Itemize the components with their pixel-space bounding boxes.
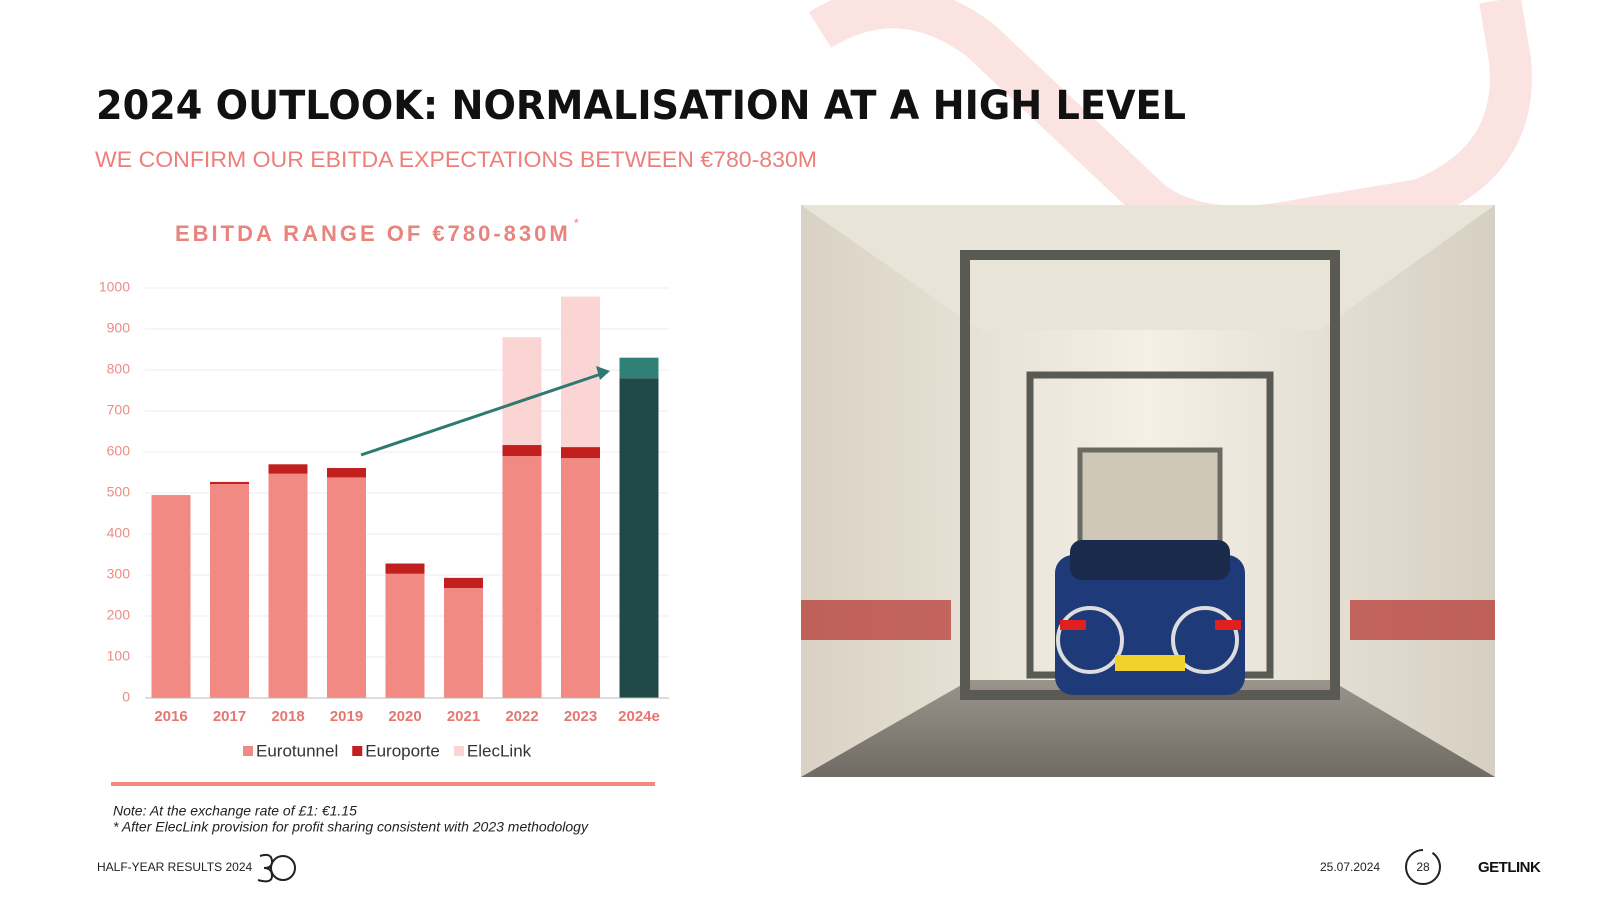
bar-segment bbox=[268, 473, 308, 698]
slide-title: 2024 OUTLOOK: NORMALISATION AT A HIGH LE… bbox=[96, 83, 1186, 129]
y-tick-label: 400 bbox=[107, 525, 131, 541]
bar-segment bbox=[327, 467, 366, 478]
y-tick-label: 300 bbox=[107, 566, 131, 582]
x-tick-label: 2017 bbox=[213, 708, 246, 725]
y-tick-label: 1000 bbox=[99, 279, 130, 295]
bar-segment bbox=[385, 563, 425, 574]
bar-segment bbox=[502, 456, 542, 698]
legend-swatch bbox=[352, 746, 363, 756]
trend-arrow bbox=[360, 371, 605, 457]
y-tick-label: 900 bbox=[107, 320, 131, 336]
y-tick-label: 800 bbox=[107, 361, 131, 377]
bar-segment bbox=[561, 296, 600, 448]
y-tick-label: 0 bbox=[122, 689, 130, 705]
anniversary-logo bbox=[257, 853, 296, 883]
bar-segment bbox=[444, 577, 483, 589]
x-tick-label: 2016 bbox=[154, 708, 187, 725]
bar-segment bbox=[210, 481, 249, 484]
x-tick-label: 2022 bbox=[505, 708, 538, 725]
y-tick-label: 600 bbox=[107, 443, 131, 459]
bar-segment bbox=[561, 458, 600, 698]
footer-date: 25.07.2024 bbox=[1320, 860, 1380, 874]
x-tick-label: 2024e bbox=[618, 708, 660, 725]
x-tick-label: 2020 bbox=[388, 708, 421, 725]
bar-segment bbox=[502, 445, 542, 457]
divider bbox=[111, 782, 655, 786]
page-number: 28 bbox=[1416, 860, 1430, 874]
x-tick-label: 2018 bbox=[271, 708, 304, 725]
bar-segment bbox=[268, 464, 308, 474]
photo bbox=[801, 205, 1495, 777]
y-tick-label: 100 bbox=[107, 648, 131, 664]
legend-label: Eurotunnel bbox=[256, 741, 338, 760]
bar-segment bbox=[385, 573, 425, 698]
legend-label: Europorte bbox=[365, 741, 440, 760]
legend-swatch bbox=[453, 746, 464, 756]
slide-subtitle: WE CONFIRM OUR EBITDA EXPECTATIONS BETWE… bbox=[95, 147, 817, 172]
footer-left: HALF-YEAR RESULTS 2024 bbox=[97, 860, 252, 874]
y-tick-label: 200 bbox=[107, 607, 131, 623]
bar-segment bbox=[151, 495, 191, 698]
bar-segment bbox=[561, 447, 600, 459]
chart-title: EBITDA RANGE OF €780-830M bbox=[175, 221, 571, 246]
x-tick-label: 2019 bbox=[330, 708, 363, 725]
plot: 0 100 200 300 400 500 600 700 800 900 1000 2016 2017… bbox=[99, 279, 669, 760]
note: * After ElecLink provision for profit sh… bbox=[113, 819, 589, 835]
bar-segment bbox=[210, 483, 249, 698]
page-ring bbox=[1405, 849, 1441, 885]
legend-swatch bbox=[243, 746, 253, 756]
brand: GETLINK bbox=[1478, 859, 1541, 876]
bar-segment bbox=[327, 477, 366, 698]
legend-label: ElecLink bbox=[467, 741, 532, 760]
bar-segment bbox=[444, 588, 483, 698]
x-tick-label: 2023 bbox=[564, 708, 597, 725]
chart-title-mark: * bbox=[574, 215, 579, 230]
bar-segment bbox=[619, 378, 659, 698]
arrow-head bbox=[596, 366, 610, 380]
note: Note: At the exchange rate of £1: €1.15 bbox=[113, 803, 357, 819]
bar-segment bbox=[619, 357, 659, 379]
x-tick-label: 2021 bbox=[447, 708, 480, 725]
y-tick-label: 500 bbox=[107, 484, 131, 500]
y-tick-label: 700 bbox=[107, 402, 131, 418]
bar-segment bbox=[502, 337, 542, 446]
